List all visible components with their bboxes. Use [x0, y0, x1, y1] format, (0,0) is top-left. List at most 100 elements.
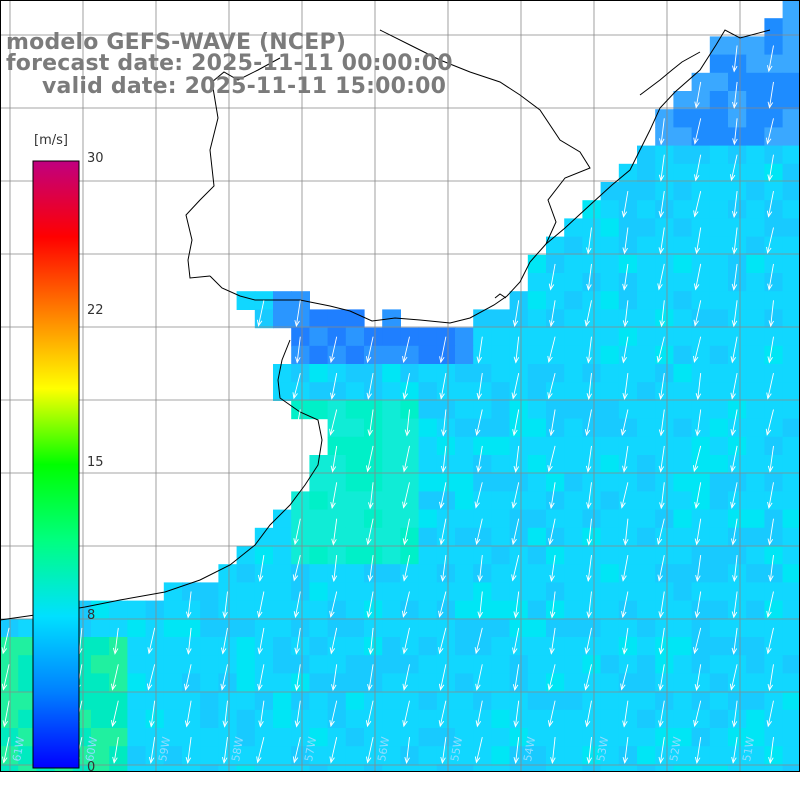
wind-arrow — [110, 664, 119, 691]
wind-arrow — [584, 300, 592, 327]
wind-cell — [382, 655, 401, 674]
longitude-label: 56W — [375, 736, 392, 763]
longitude-label: 52W — [667, 736, 684, 763]
wind-cell — [637, 218, 656, 238]
wind-cell — [746, 291, 765, 310]
wind-cell — [728, 309, 747, 329]
wind-cell — [382, 418, 401, 438]
wind-cell — [91, 746, 110, 765]
wind-arrow — [402, 336, 410, 364]
wind-cell — [527, 655, 547, 674]
wind-arrow — [293, 409, 301, 437]
wind-arrow — [292, 372, 301, 400]
wind-cell — [163, 691, 183, 711]
wind-cell — [600, 764, 620, 772]
wind-cell — [728, 709, 747, 729]
wind-cell — [782, 673, 800, 693]
wind-cell — [527, 746, 547, 765]
wind-cell — [673, 218, 693, 238]
wind-cell — [163, 746, 183, 765]
wind-cell — [527, 527, 547, 547]
wind-cell — [418, 582, 438, 602]
wind-cell — [709, 509, 729, 529]
wind-cell — [455, 364, 474, 383]
wind-cell — [400, 382, 420, 401]
wind-arrow — [477, 555, 483, 583]
wind-arrow — [584, 664, 592, 691]
wind-cell — [564, 309, 583, 329]
colorbar — [32, 160, 80, 769]
wind-cell — [746, 418, 765, 438]
wind-cell — [345, 691, 365, 711]
wind-cell — [746, 273, 765, 292]
wind-cell — [782, 0, 800, 19]
wind-cell — [418, 345, 438, 365]
wind-cell — [637, 273, 656, 292]
wind-cell — [782, 691, 800, 711]
wind-cell — [273, 600, 292, 620]
wind-cell — [182, 637, 201, 656]
wind-arrow — [694, 737, 702, 764]
wind-cell — [637, 527, 656, 547]
wind-cell — [200, 728, 219, 747]
wind-arrow — [331, 555, 338, 583]
wind-cell — [782, 345, 800, 365]
wind-cell — [673, 491, 693, 511]
wind-cell — [91, 709, 110, 729]
wind-cell — [218, 637, 238, 656]
wind-arrow — [731, 700, 738, 728]
wind-cell — [637, 637, 656, 656]
wind-cell — [673, 127, 693, 147]
wind-arrow — [367, 409, 374, 437]
wind-arrow — [256, 300, 265, 327]
wind-cell — [564, 764, 583, 772]
wind-cell — [637, 764, 656, 772]
wind-cell — [709, 382, 729, 401]
wind-arrow — [730, 482, 738, 509]
wind-cell — [618, 746, 638, 765]
wind-cell — [600, 400, 620, 420]
wind-arrow — [440, 737, 447, 765]
wind-cell — [418, 746, 438, 765]
wind-cell — [782, 273, 800, 292]
wind-cell — [254, 564, 274, 583]
wind-cell — [327, 491, 347, 511]
wind-cell — [746, 236, 765, 256]
wind-cell — [655, 764, 674, 772]
wind-cell — [582, 345, 602, 365]
wind-cell — [163, 600, 183, 620]
wind-cell — [218, 709, 238, 729]
wind-arrow — [693, 627, 702, 655]
wind-arrow — [622, 737, 629, 765]
wind-arrow — [441, 409, 447, 437]
wind-arrow — [658, 227, 665, 255]
wind-cell — [436, 564, 456, 583]
wind-arrow — [149, 700, 156, 728]
wind-cell — [582, 491, 602, 511]
wind-arrow — [694, 81, 702, 109]
wind-arrow — [258, 700, 265, 728]
wind-arrow — [222, 737, 228, 765]
wind-cell — [527, 709, 547, 729]
wind-arrow — [586, 482, 592, 510]
wind-cell — [728, 637, 747, 656]
wind-cell — [254, 709, 274, 729]
wind-cell — [491, 564, 511, 583]
wind-cell — [345, 728, 365, 747]
wind-cell — [364, 709, 383, 729]
wind-cell — [600, 200, 620, 219]
wind-cell — [709, 200, 729, 219]
wind-cell — [709, 218, 729, 238]
lat-lon-grid — [0, 0, 800, 772]
wind-cell — [582, 764, 602, 772]
wind-cell — [746, 436, 765, 456]
wind-cell — [746, 691, 765, 711]
wind-cell — [618, 709, 638, 729]
wind-cell — [418, 764, 438, 772]
wind-cell — [618, 564, 638, 583]
wind-cell — [491, 418, 511, 438]
wind-cell — [709, 236, 729, 256]
wind-cell — [382, 728, 401, 747]
wind-arrow — [439, 373, 447, 400]
wind-cell — [364, 491, 383, 511]
